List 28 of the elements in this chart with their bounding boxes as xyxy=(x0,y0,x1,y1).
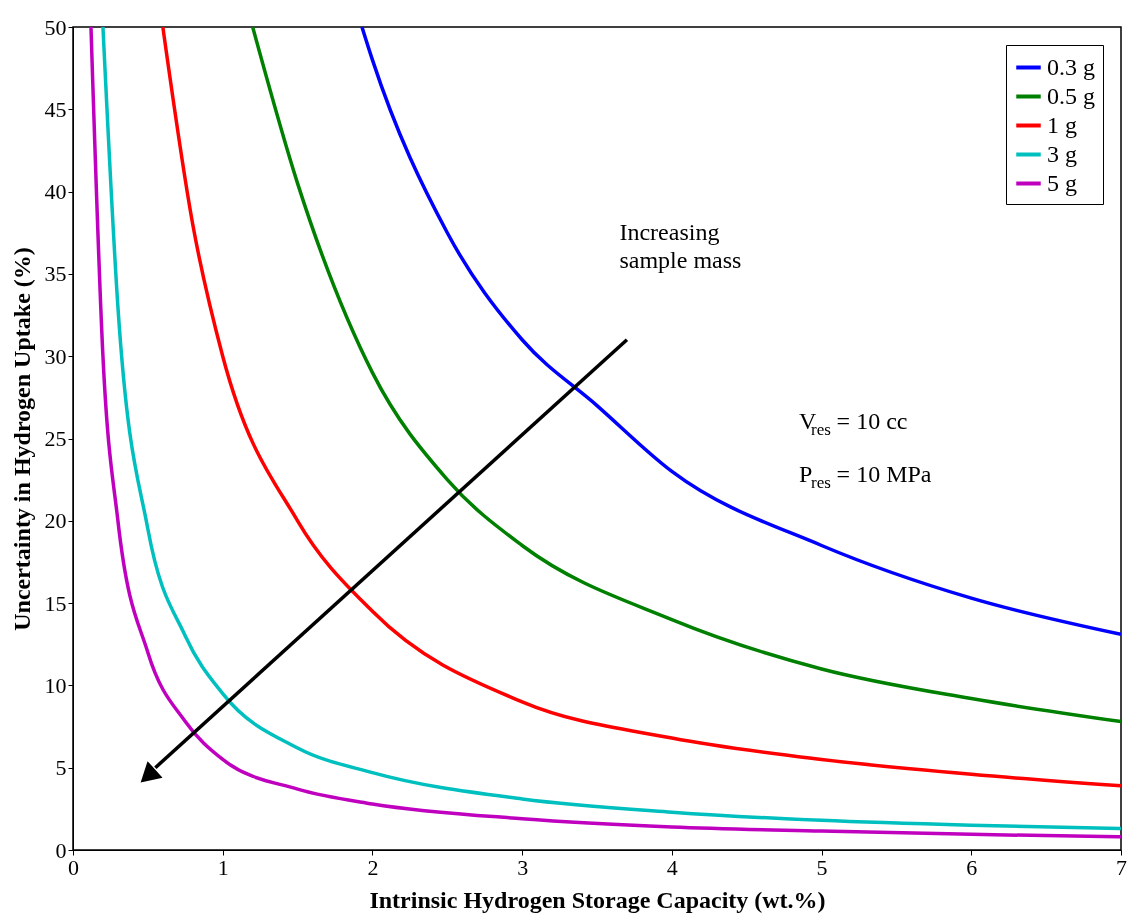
line-series xyxy=(250,27,1121,724)
line-series xyxy=(360,27,1121,637)
x-tick-label: 6 xyxy=(966,854,978,880)
y-axis-title: Uncertainty in Hydrogen Uptake (%) xyxy=(8,247,35,631)
x-tick-label: 4 xyxy=(666,854,678,880)
y-tick-label: 0 xyxy=(55,837,67,863)
legend-label: 3 g xyxy=(1047,140,1077,167)
y-tick-label: 15 xyxy=(44,590,67,616)
x-tick-label: 3 xyxy=(517,854,529,880)
x-tick-label: 2 xyxy=(367,854,379,880)
legend-label: 0.5 g xyxy=(1047,82,1095,109)
legend-label: 1 g xyxy=(1047,111,1077,138)
y-tick-label: 35 xyxy=(44,261,67,287)
y-tick-label: 50 xyxy=(44,14,67,40)
y-tick-label: 45 xyxy=(44,96,67,122)
x-tick-label: 7 xyxy=(1116,854,1127,880)
y-tick-label: 5 xyxy=(55,755,67,781)
x-tick-label: 5 xyxy=(816,854,828,880)
y-tick-label: 25 xyxy=(44,426,67,451)
x-tick-label: 1 xyxy=(217,854,229,880)
y-tick-label: 20 xyxy=(44,508,67,534)
y-tick-label: 40 xyxy=(44,179,67,205)
legend-label: 0.3 g xyxy=(1047,53,1095,80)
annotation: Increasing sample mass xyxy=(619,218,742,273)
y-tick-label: 10 xyxy=(44,672,67,698)
y-tick-label: 30 xyxy=(44,343,67,369)
x-axis-title: Intrinsic Hydrogen Storage Capacity (wt.%) xyxy=(369,886,826,913)
legend-label: 5 g xyxy=(1047,169,1077,196)
